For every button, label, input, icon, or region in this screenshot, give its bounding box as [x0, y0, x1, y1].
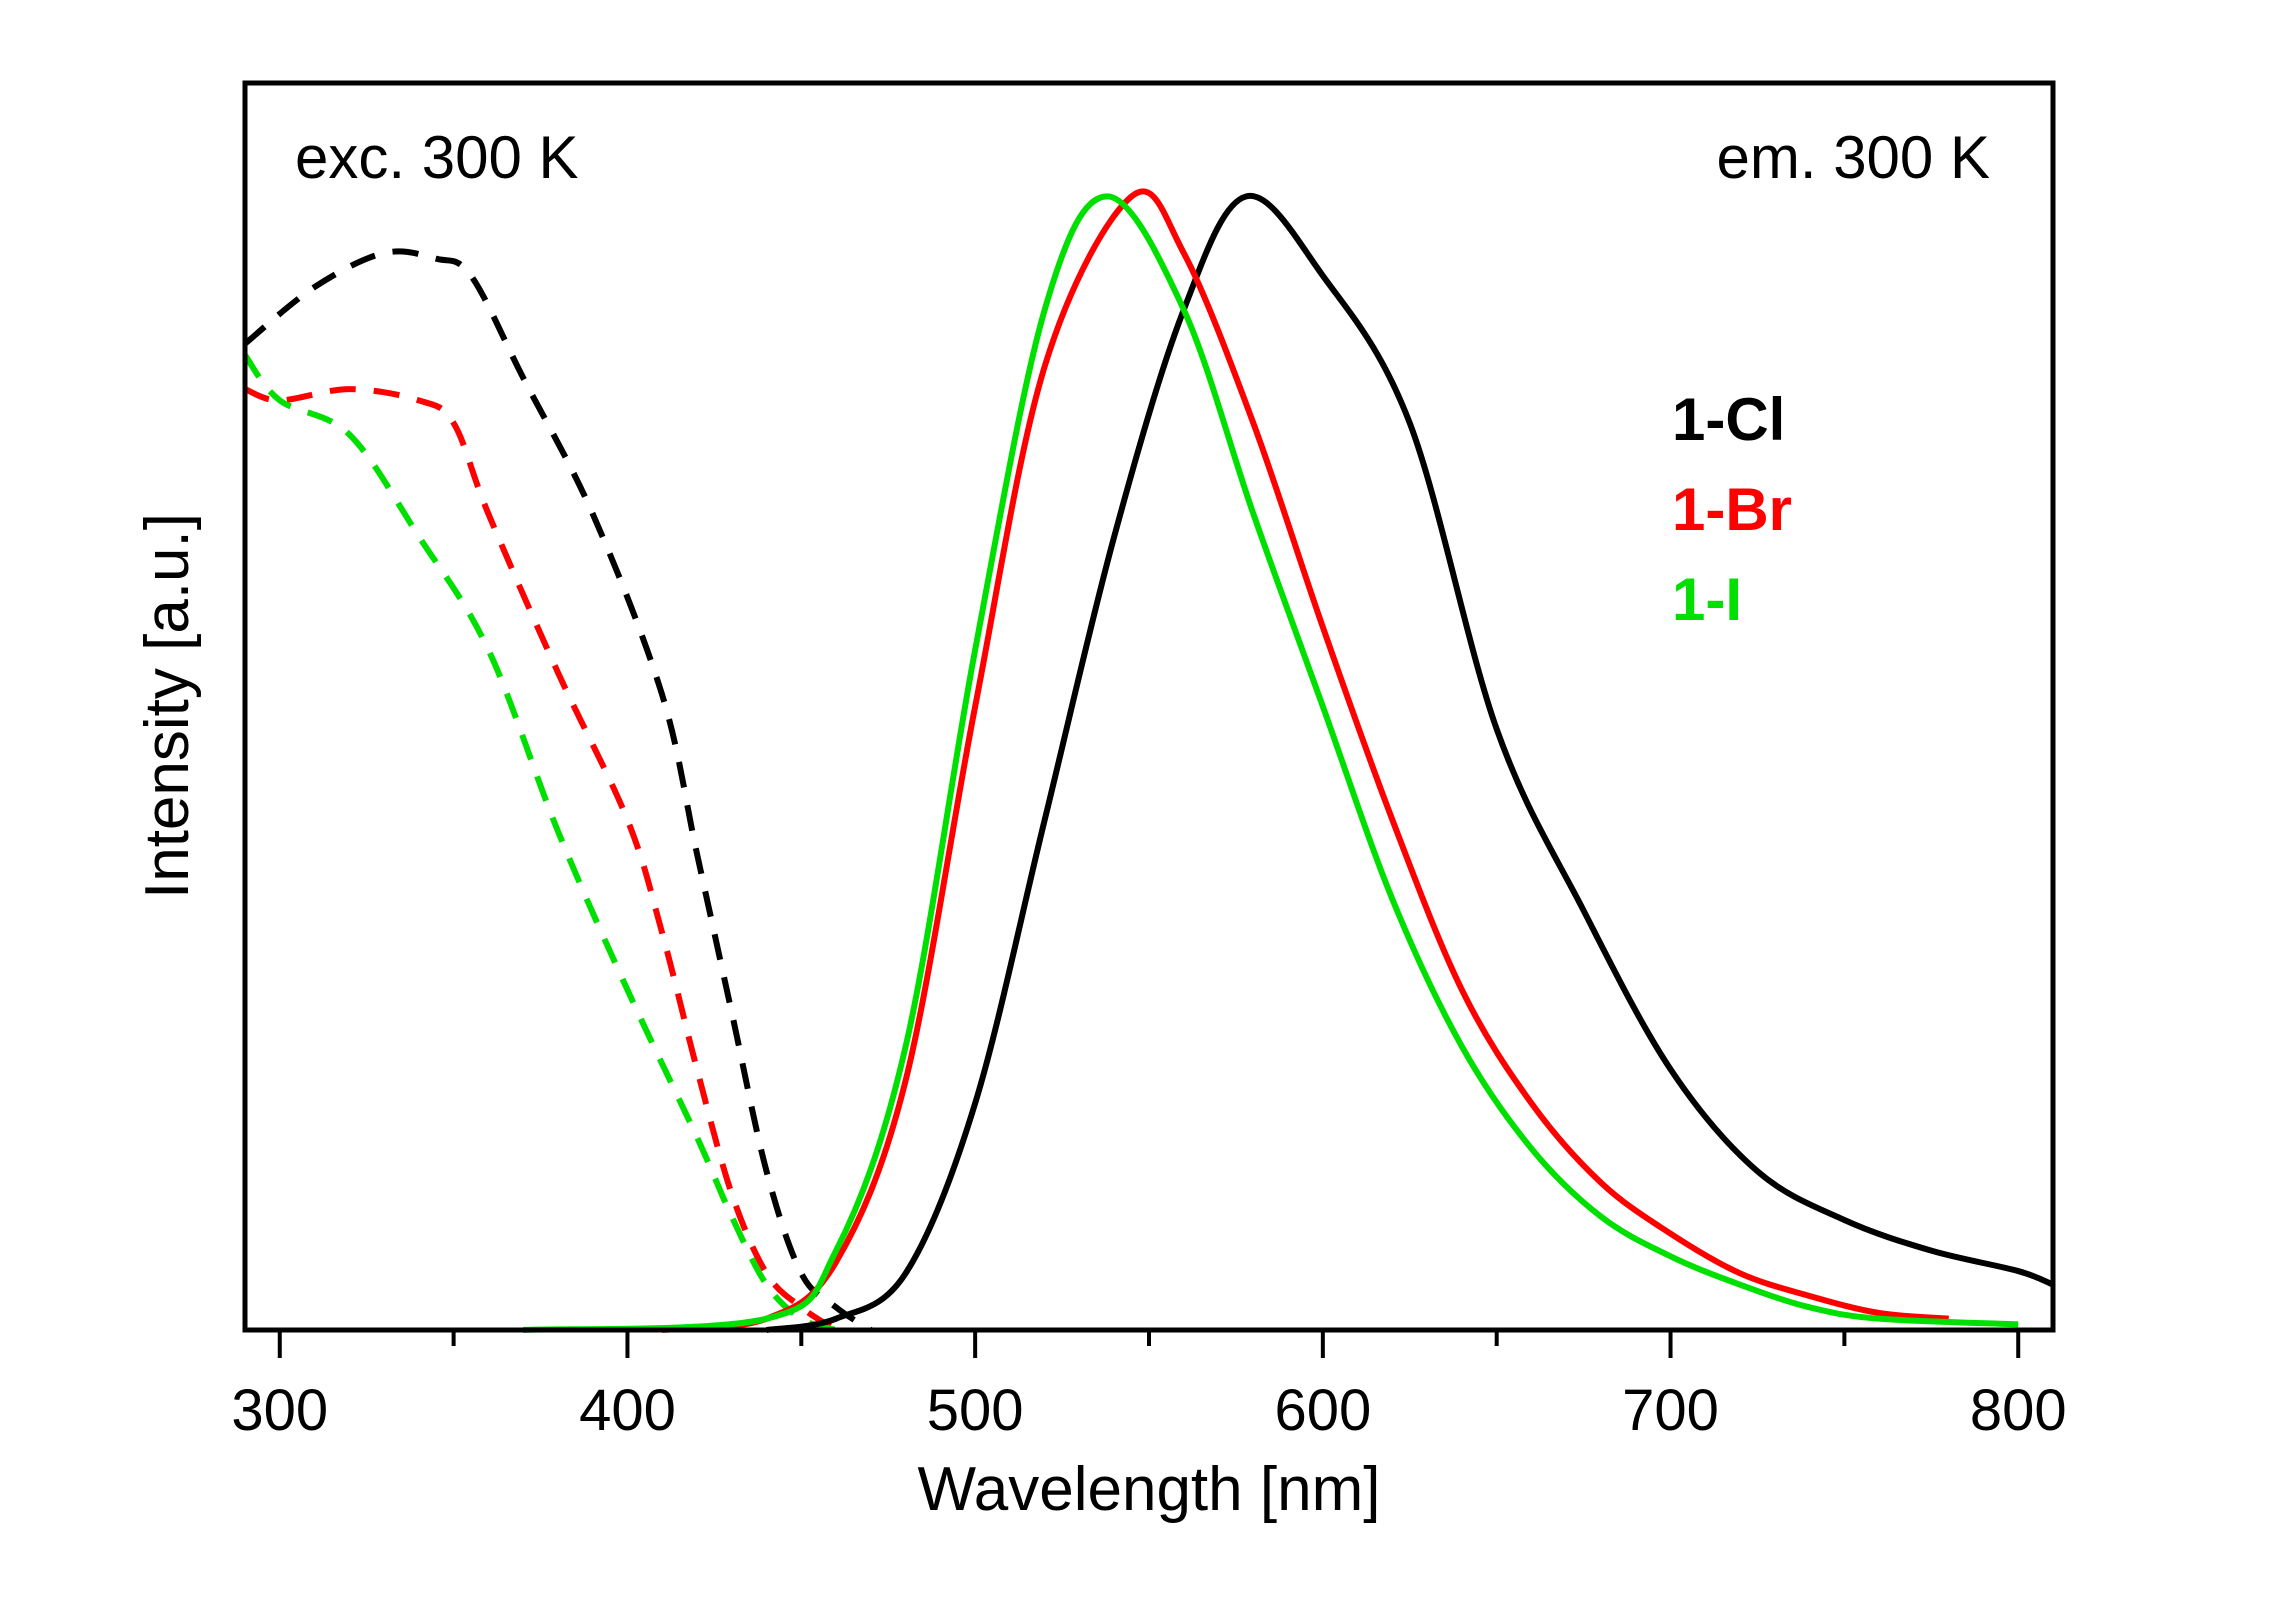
series-line-1-cl-excitation [243, 248, 873, 1333]
series-line-1-br-excitation [243, 386, 838, 1333]
legend-entry-1-i: 1-I [1672, 566, 1742, 633]
x-tick-label: 400 [579, 1378, 676, 1443]
series-line-1-i-excitation [242, 353, 838, 1333]
x-tick-label: 600 [1274, 1378, 1371, 1443]
legend-entry-1-br: 1-Br [1672, 476, 1792, 543]
y-axis-title: Intensity [a.u.] [133, 513, 202, 899]
legend-entry-1-cl: 1-Cl [1672, 386, 1785, 453]
x-tick-label: 500 [927, 1378, 1024, 1443]
x-axis-title: Wavelength [nm] [918, 1455, 1381, 1524]
series-line-1-br-emission [661, 188, 1949, 1333]
annotation-excitation: exc. 300 K [295, 124, 579, 191]
x-axis: 300 400 500 600 700 800 [231, 1330, 2067, 1443]
annotation-emission: em. 300 K [1717, 124, 1991, 191]
series-line-1-i-emission [523, 193, 2019, 1333]
x-tick-label: 300 [231, 1378, 328, 1443]
x-tick-label: 700 [1622, 1378, 1719, 1443]
series-line-1-cl-emission [766, 193, 2055, 1333]
series-layer [242, 188, 2055, 1333]
x-tick-label: 800 [1970, 1378, 2067, 1443]
plot-frame [242, 80, 2056, 1333]
